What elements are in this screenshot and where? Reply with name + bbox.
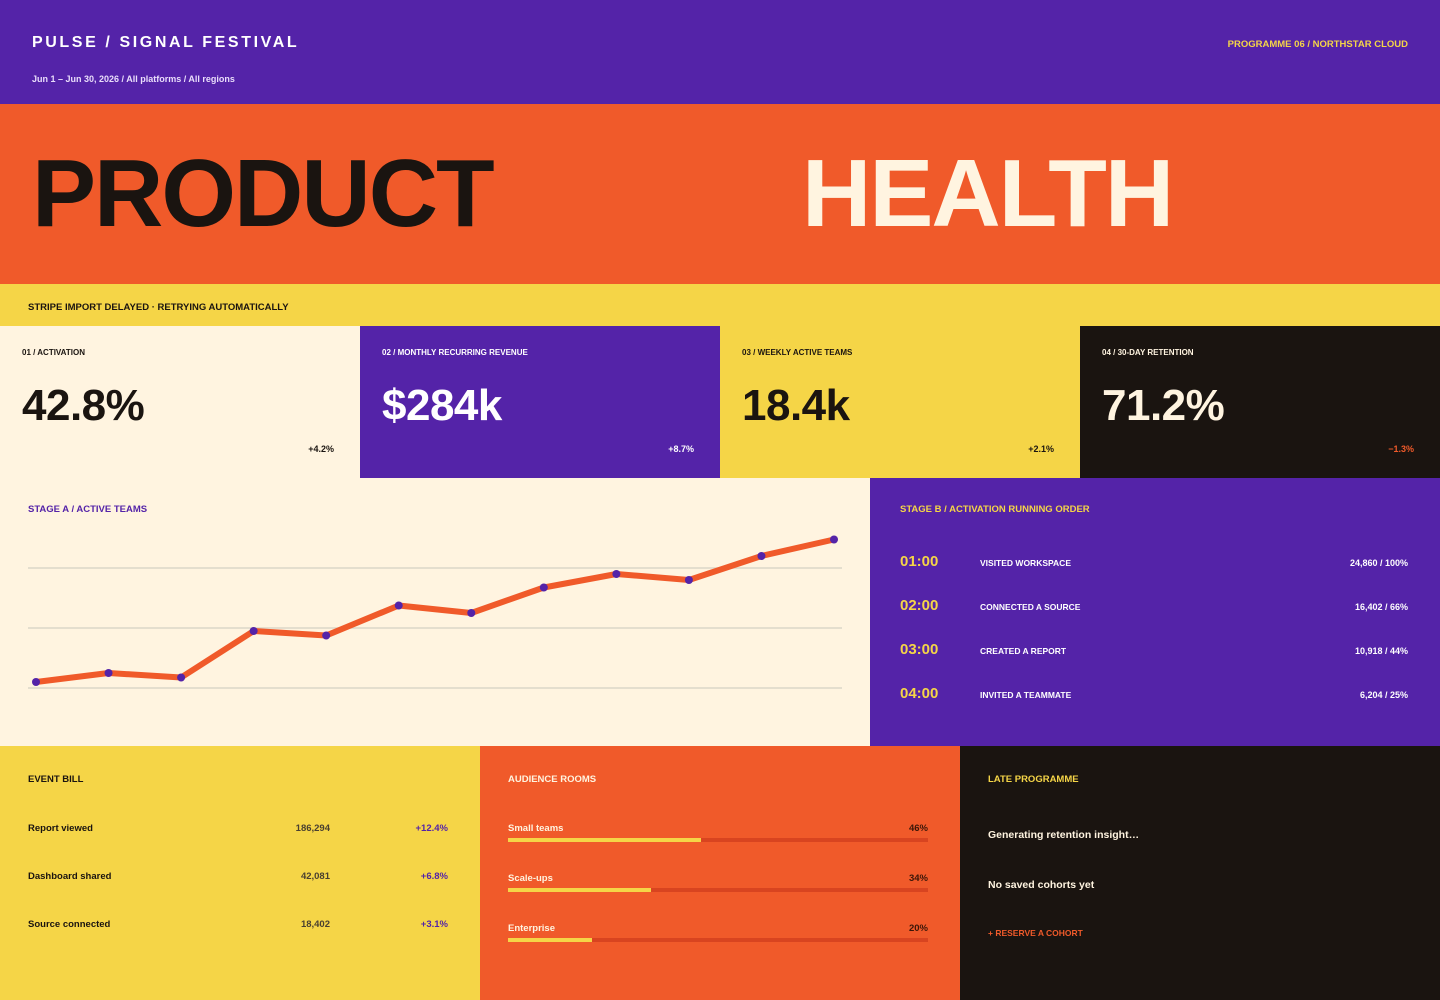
active-teams-chart-panel: STAGE A / ACTIVE TEAMS — [0, 478, 870, 746]
room-name: Enterprise — [508, 923, 555, 934]
data-point[interactable] — [322, 631, 331, 640]
kpi-delta: +2.1% — [1028, 444, 1054, 454]
hero-banner: PRODUCT HEALTH — [0, 104, 1440, 284]
room-progress-fill — [508, 888, 651, 892]
funnel-row[interactable]: 02:00 CONNECTED A SOURCE 16,402 / 66% — [900, 597, 1408, 621]
audience-room-row[interactable]: Small teams 46% — [508, 823, 928, 843]
audience-rooms-panel: AUDIENCE ROOMS Small teams 46% Scale-ups… — [480, 746, 960, 1000]
funnel-time: 03:00 — [900, 641, 939, 658]
kpi-card-mrr[interactable]: 02 / MONTHLY RECURRING REVENUE $284k +8.… — [360, 326, 720, 478]
alert-message: STRIPE IMPORT DELAYED · RETRYING AUTOMAT… — [28, 302, 289, 313]
status-alert-banner: STRIPE IMPORT DELAYED · RETRYING AUTOMAT… — [0, 284, 1440, 326]
chart-title: STAGE A / ACTIVE TEAMS — [28, 504, 148, 515]
event-count: 18,402 — [300, 919, 330, 930]
room-percent: 46% — [908, 823, 928, 834]
loading-insight-text: Generating retention insight… — [988, 829, 1140, 841]
event-delta: +6.8% — [420, 871, 448, 882]
room-progress-track — [508, 838, 928, 842]
data-point[interactable] — [830, 535, 838, 544]
activation-funnel-panel: STAGE B / ACTIVATION RUNNING ORDER 01:00… — [870, 478, 1440, 746]
event-bill-title: EVENT BILL — [28, 774, 84, 785]
funnel-stat: 10,918 / 44% — [1354, 646, 1408, 656]
event-name: Report viewed — [28, 823, 93, 834]
funnel-row[interactable]: 04:00 INVITED A TEAMMATE 6,204 / 25% — [900, 685, 1408, 709]
funnel-step: CONNECTED A SOURCE — [980, 602, 1081, 612]
room-progress-fill — [508, 938, 592, 942]
kpi-value: 42.8% — [22, 381, 145, 430]
audience-room-row[interactable]: Enterprise 20% — [508, 923, 928, 943]
funnel-title: STAGE B / ACTIVATION RUNNING ORDER — [900, 504, 1090, 515]
kpi-value: 18.4k — [742, 381, 850, 430]
data-point[interactable] — [32, 678, 40, 686]
kpi-value: $284k — [382, 381, 502, 430]
event-delta: +3.1% — [420, 919, 448, 930]
funnel-step: CREATED A REPORT — [980, 646, 1067, 656]
active-teams-line-chart — [28, 535, 842, 689]
funnel-time: 04:00 — [900, 685, 939, 702]
event-count: 42,081 — [300, 871, 330, 882]
funnel-time: 01:00 — [900, 553, 939, 570]
funnel-row[interactable]: 01:00 VISITED WORKSPACE 24,860 / 100% — [900, 553, 1408, 577]
room-progress-track — [508, 938, 928, 942]
hero-word-product: PRODUCT — [32, 140, 495, 247]
kpi-card-weekly-active-teams[interactable]: 03 / WEEKLY ACTIVE TEAMS 18.4k +2.1% — [720, 326, 1080, 478]
data-point[interactable] — [467, 609, 476, 617]
funnel-step: INVITED A TEAMMATE — [980, 690, 1072, 700]
kpi-card-retention[interactable]: 04 / 30-DAY RETENTION 71.2% −1.3% — [1080, 326, 1440, 478]
room-name: Small teams — [508, 823, 564, 834]
hero-word-health: HEALTH — [802, 140, 1174, 247]
funnel-stat: 6,204 / 25% — [1359, 690, 1408, 700]
header-bar: PULSE / SIGNAL FESTIVAL Jun 1 – Jun 30, … — [0, 0, 1440, 104]
data-point[interactable] — [684, 576, 693, 584]
data-point[interactable] — [612, 570, 621, 578]
data-point[interactable] — [249, 627, 258, 635]
funnel-step: VISITED WORKSPACE — [980, 558, 1071, 568]
kpi-delta: +8.7% — [668, 444, 694, 454]
kpi-delta: −1.3% — [1388, 444, 1414, 454]
event-bill-panel: EVENT BILL Report viewed 186,294 +12.4% … — [0, 746, 480, 1000]
reserve-cohort-link[interactable]: + RESERVE A COHORT — [988, 928, 1083, 938]
event-name: Source connected — [28, 919, 111, 930]
audience-room-row[interactable]: Scale-ups 34% — [508, 873, 928, 893]
funnel-stat: 24,860 / 100% — [1349, 558, 1408, 568]
data-point[interactable] — [757, 552, 766, 560]
event-row[interactable]: Dashboard shared 42,081 +6.8% — [28, 871, 448, 885]
funnel-time: 02:00 — [900, 597, 939, 614]
kpi-label: 01 / ACTIVATION — [22, 348, 85, 357]
data-point[interactable] — [539, 583, 548, 592]
data-point[interactable] — [177, 673, 186, 682]
kpi-card-activation[interactable]: 01 / ACTIVATION 42.8% +4.2% — [0, 326, 360, 478]
programme-label: PROGRAMME 06 / NORTHSTAR CLOUD — [1227, 39, 1408, 50]
room-percent: 34% — [908, 873, 928, 884]
funnel-row[interactable]: 03:00 CREATED A REPORT 10,918 / 44% — [900, 641, 1408, 665]
room-name: Scale-ups — [508, 873, 553, 884]
room-progress-track — [508, 888, 928, 892]
event-row[interactable]: Report viewed 186,294 +12.4% — [28, 823, 448, 837]
funnel-stat: 16,402 / 66% — [1354, 602, 1408, 612]
brand-title: PULSE / SIGNAL FESTIVAL — [32, 34, 300, 51]
kpi-label: 04 / 30-DAY RETENTION — [1102, 348, 1194, 357]
kpi-value: 71.2% — [1102, 381, 1225, 430]
late-programme-title: LATE PROGRAMME — [988, 774, 1079, 785]
kpi-delta: +4.2% — [308, 444, 334, 454]
data-point[interactable] — [394, 601, 403, 610]
series-line — [33, 536, 837, 685]
data-point[interactable] — [104, 669, 113, 677]
event-delta: +12.4% — [415, 823, 449, 834]
empty-cohorts-text: No saved cohorts yet — [988, 879, 1095, 891]
date-range-filter[interactable]: Jun 1 – Jun 30, 2026 / All platforms / A… — [32, 74, 235, 84]
event-count: 186,294 — [295, 823, 330, 834]
room-percent: 20% — [908, 923, 928, 934]
event-row[interactable]: Source connected 18,402 +3.1% — [28, 919, 448, 933]
late-programme-panel: LATE PROGRAMME Generating retention insi… — [960, 746, 1440, 1000]
event-name: Dashboard shared — [28, 871, 112, 882]
kpi-label: 03 / WEEKLY ACTIVE TEAMS — [742, 348, 853, 357]
kpi-label: 02 / MONTHLY RECURRING REVENUE — [382, 348, 528, 357]
audience-rooms-title: AUDIENCE ROOMS — [508, 774, 597, 785]
room-progress-fill — [508, 838, 702, 842]
